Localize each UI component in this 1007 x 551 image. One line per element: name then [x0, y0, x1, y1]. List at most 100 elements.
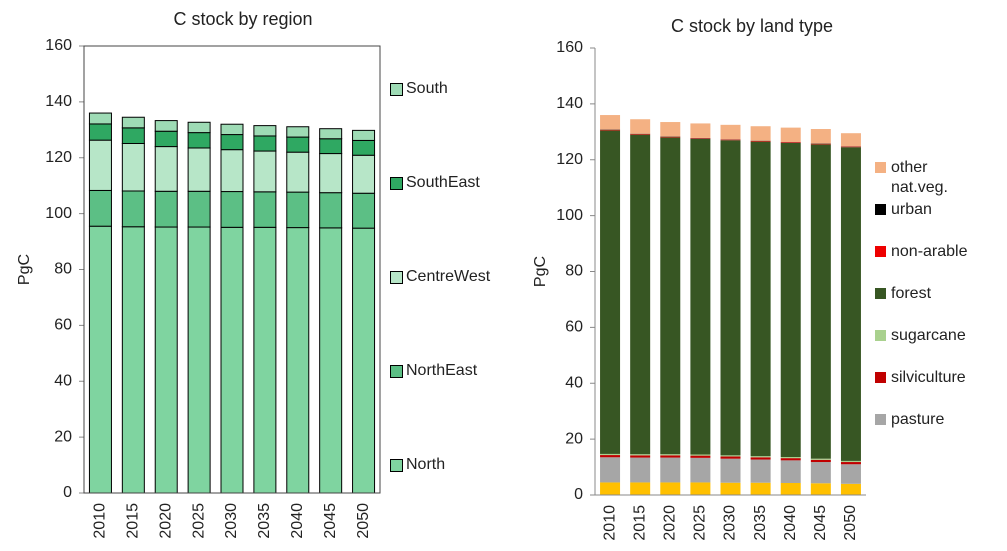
x-tick-label: 2045: [812, 505, 829, 541]
y-tick-label: 160: [556, 39, 583, 56]
x-tick-label: 2025: [190, 503, 207, 539]
bar-segment: [121, 226, 145, 494]
bar-segment: [660, 482, 681, 495]
legend-label: urban: [891, 201, 932, 218]
bar-segment: [630, 134, 651, 455]
bar-segment: [630, 454, 651, 456]
legend-label: silviculture: [891, 369, 966, 386]
bar-segment: [840, 464, 861, 484]
y-tick-label: 100: [556, 207, 583, 224]
bar-segment: [660, 122, 681, 137]
bar-segment: [352, 227, 376, 494]
bar-segment: [630, 455, 651, 458]
bar-segment: [660, 457, 681, 483]
bar-segment: [319, 153, 343, 194]
bar-segment: [600, 455, 621, 458]
bar-segment: [750, 457, 771, 460]
bar-segment: [780, 458, 801, 461]
bar-segment: [88, 112, 112, 125]
legend-swatch: [390, 177, 403, 190]
bar-segment: [154, 146, 178, 192]
bar-segment: [840, 483, 861, 495]
bar-segment: [88, 139, 112, 191]
bar-segment: [187, 121, 211, 134]
bar-segment: [810, 458, 831, 460]
bar-segment: [720, 482, 741, 495]
bar-segment: [253, 226, 277, 494]
bar-segment: [319, 128, 343, 140]
bar-segment: [319, 138, 343, 155]
y-tick-label: 100: [45, 205, 72, 222]
bar-segment: [720, 458, 741, 483]
y-axis-label: PgC: [16, 254, 33, 285]
bar-segment: [187, 147, 211, 192]
bar-segment: [690, 138, 711, 455]
x-tick-label: 2015: [631, 505, 648, 541]
y-tick-label: 40: [565, 374, 583, 391]
bar-segment: [720, 124, 741, 140]
legend-swatch: [390, 365, 403, 378]
y-tick-label: 140: [45, 93, 72, 110]
legend-swatch: [875, 330, 886, 341]
bar-segment: [220, 149, 244, 193]
bar-segment: [88, 123, 112, 141]
y-tick-label: 60: [54, 317, 72, 334]
legend-swatch: [390, 83, 403, 96]
bar-segment: [780, 142, 801, 143]
bar-segment: [630, 134, 651, 135]
bar-segment: [154, 130, 178, 148]
y-tick-label: 20: [565, 430, 583, 447]
bar-segment: [352, 192, 376, 229]
y-tick-label: 0: [63, 484, 72, 501]
bar-segment: [690, 457, 711, 483]
legend-label: NorthEast: [406, 362, 478, 379]
bar-segment: [660, 455, 681, 458]
bar-segment: [600, 115, 621, 130]
x-tick-label: 2040: [782, 505, 799, 541]
legend-swatch: [875, 204, 886, 215]
y-tick-label: 40: [54, 372, 72, 389]
bar-segment: [840, 133, 861, 147]
bar-segment: [840, 147, 861, 461]
legend-label: CentreWest: [406, 268, 491, 285]
y-tick-label: 60: [565, 319, 583, 336]
y-axis-label: PgC: [532, 256, 549, 287]
x-tick-label: 2035: [256, 503, 273, 539]
bar-segment: [660, 454, 681, 456]
bar-segment: [121, 190, 145, 228]
legend-swatch: [875, 246, 886, 257]
x-tick-label: 2035: [752, 505, 769, 541]
bar-segment: [690, 138, 711, 139]
bar-segment: [286, 151, 310, 193]
bar-segment: [286, 191, 310, 229]
x-tick-label: 2020: [157, 503, 174, 539]
bar-segment: [720, 455, 741, 457]
bar-segment: [121, 116, 145, 129]
y-tick-label: 120: [556, 151, 583, 168]
bar-segment: [253, 125, 277, 137]
bar-segment: [810, 129, 831, 144]
bar-segment: [750, 482, 771, 495]
bar-segment: [121, 127, 145, 145]
x-tick-label: 2010: [601, 505, 618, 541]
x-tick-label: 2030: [722, 505, 739, 541]
bar-segment: [600, 129, 621, 131]
y-tick-label: 80: [565, 263, 583, 280]
bar-segment: [121, 143, 145, 192]
bar-segment: [600, 453, 621, 456]
bar-segment: [750, 141, 771, 142]
bar-segment: [630, 457, 651, 483]
bar-segment: [352, 139, 376, 156]
bar-segment: [319, 227, 343, 494]
bar-segment: [750, 459, 771, 483]
bar-segment: [660, 136, 681, 138]
bar-segment: [253, 191, 277, 228]
bar-segment: [352, 154, 376, 194]
bar-segment: [154, 226, 178, 494]
bar-segment: [220, 123, 244, 136]
legend-label: SouthEast: [406, 174, 480, 191]
chart-title: C stock by land type: [671, 16, 833, 36]
bar-segment: [750, 141, 771, 457]
